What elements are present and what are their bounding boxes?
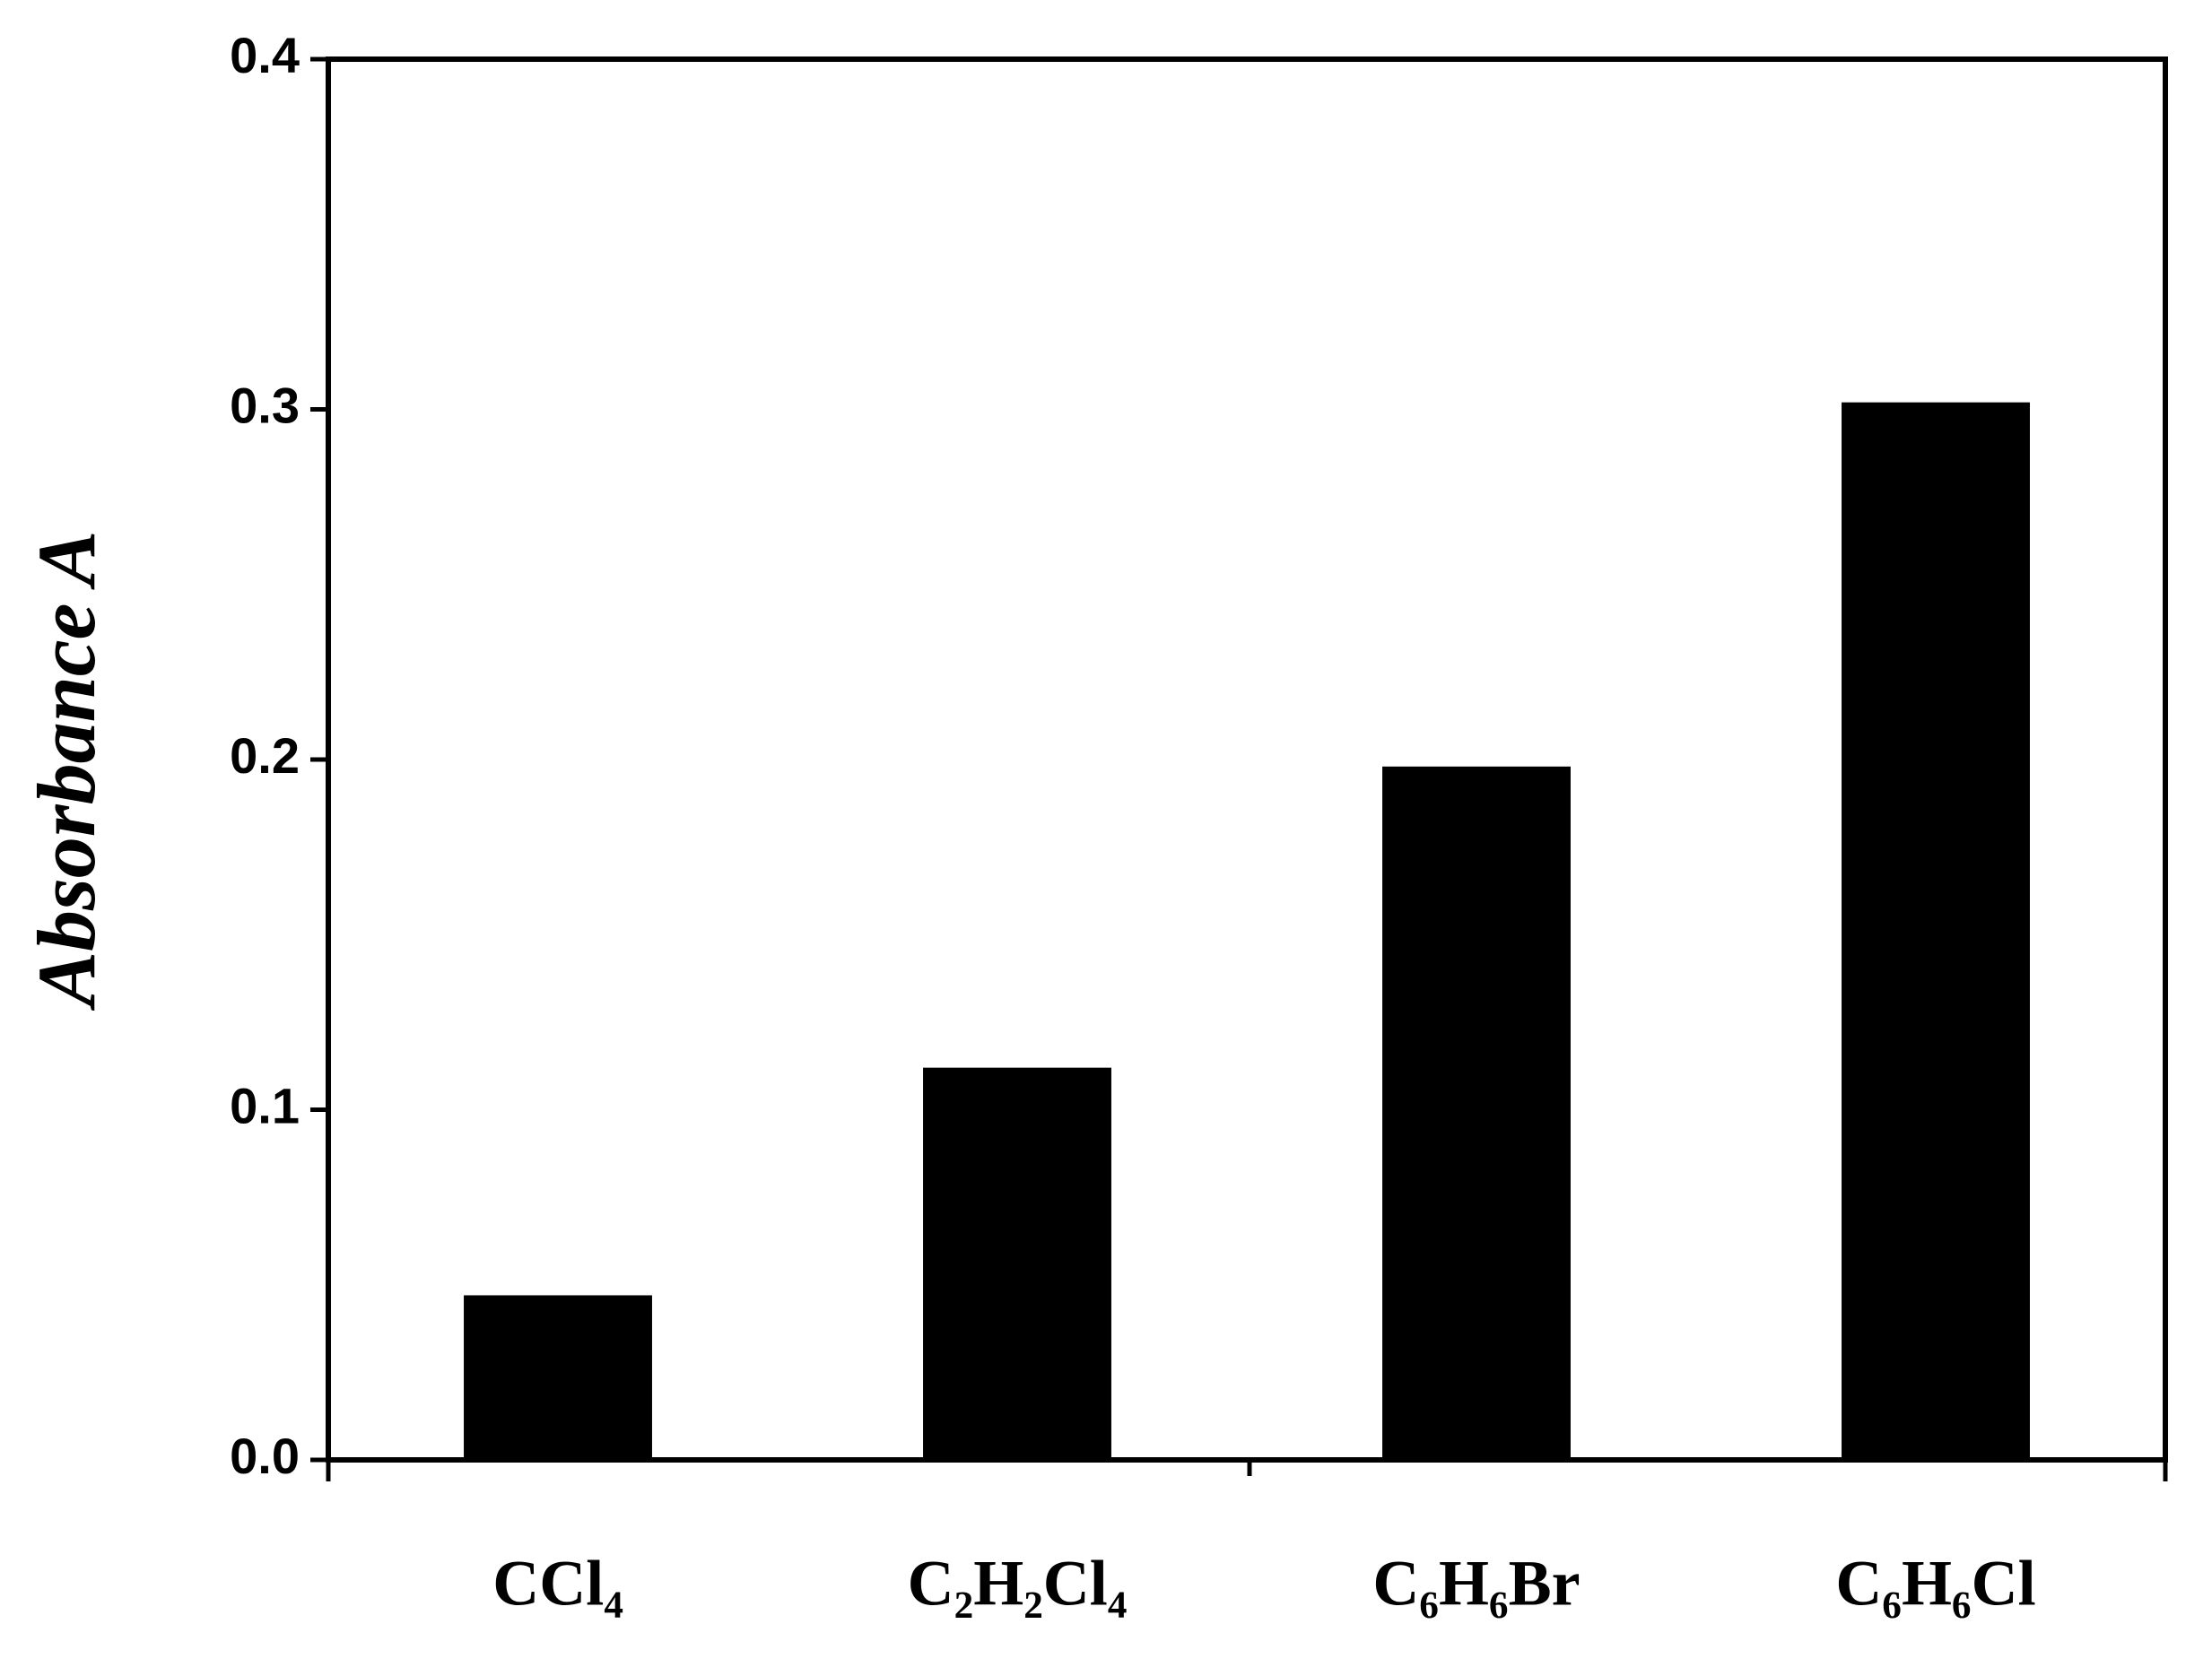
y-axis-label: Absorbance A	[21, 531, 112, 1012]
bar	[464, 1295, 652, 1460]
y-tick-label: 0.3	[230, 377, 300, 433]
bar	[1382, 766, 1571, 1460]
x-tick-label: C₆H₆Br	[1372, 1548, 1580, 1620]
y-tick-label: 0.4	[230, 27, 300, 83]
x-tick-label: C₂H₂Cl₄	[908, 1548, 1128, 1620]
x-tick-label: CCl₄	[492, 1548, 623, 1620]
y-tick-label: 0.0	[230, 1428, 300, 1484]
y-tick-label: 0.1	[230, 1077, 300, 1133]
bar	[923, 1067, 1111, 1460]
y-tick-label: 0.2	[230, 727, 300, 784]
x-tick-label: C₆H₆Cl	[1835, 1548, 2035, 1620]
bar	[1842, 402, 2030, 1461]
